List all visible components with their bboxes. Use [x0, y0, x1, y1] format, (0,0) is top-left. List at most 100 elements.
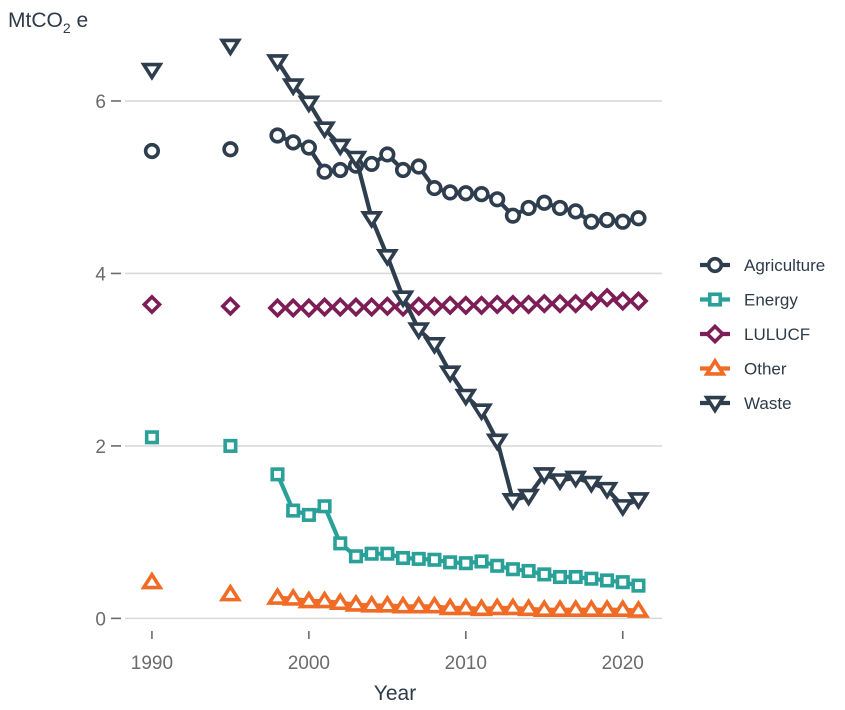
data-point-other — [297, 590, 321, 609]
data-point-lulucf — [283, 297, 304, 319]
data-point-agriculture — [598, 211, 616, 229]
data-point-other — [313, 590, 337, 609]
data-point-agriculture — [536, 194, 553, 211]
data-point-agriculture — [426, 179, 443, 197]
data-point-agriculture — [410, 158, 427, 175]
data-point-waste — [297, 95, 321, 114]
data-point-other — [470, 598, 493, 617]
y-tick-label: 0 — [95, 609, 106, 630]
data-point-agriculture — [143, 142, 161, 160]
data-point-waste — [328, 138, 352, 157]
data-point-waste — [548, 473, 572, 492]
x-axis-title: Year — [374, 682, 416, 705]
series-agriculture — [143, 127, 647, 230]
data-point-other — [485, 597, 509, 616]
data-point-agriculture — [222, 141, 239, 158]
legend-key-marker — [703, 395, 727, 414]
data-point-waste — [375, 249, 399, 268]
data-point-lulucf — [471, 295, 492, 316]
data-point-other — [454, 597, 478, 616]
data-point-lulucf — [220, 296, 241, 317]
data-point-other — [140, 571, 164, 590]
data-point-lulucf — [361, 296, 382, 318]
legend-item-waste: Waste — [700, 394, 792, 414]
data-point-agriculture — [504, 207, 522, 224]
data-point-energy — [474, 554, 489, 569]
data-point-waste — [579, 475, 603, 494]
data-point-other — [564, 598, 588, 617]
data-point-lulucf — [502, 294, 524, 315]
data-point-agriculture — [379, 146, 396, 163]
data-point-other — [438, 597, 462, 616]
data-point-lulucf — [424, 296, 445, 317]
data-point-lulucf — [267, 297, 288, 319]
data-point-lulucf — [628, 290, 649, 312]
data-point-waste — [595, 481, 619, 500]
data-point-waste — [313, 121, 337, 140]
data-point-energy — [317, 499, 332, 514]
series-other — [140, 571, 650, 618]
legend-key-marker — [704, 323, 726, 345]
legend-label: LULUCF — [744, 325, 810, 344]
data-point-agriculture — [332, 161, 349, 179]
legend-label: Other — [744, 360, 787, 379]
gridlines — [125, 100, 662, 620]
data-point-lulucf — [141, 294, 163, 315]
data-point-energy — [600, 573, 615, 588]
data-point-lulucf — [565, 293, 586, 314]
data-point-waste — [422, 336, 446, 356]
y-axis-title-main: MtCO — [8, 9, 63, 32]
data-point-energy — [364, 546, 379, 561]
data-point-energy — [333, 536, 348, 551]
y-axis-ticks: 0 2 4 6 — [95, 92, 121, 630]
data-point-other — [266, 586, 289, 605]
data-point-other — [391, 595, 415, 614]
legend-key-marker — [707, 292, 723, 307]
data-point-waste — [140, 62, 164, 81]
x-tick-label: 2020 — [602, 653, 644, 674]
data-point-lulucf — [534, 293, 555, 314]
data-point-other — [218, 583, 242, 602]
y-tick-label: 2 — [95, 437, 106, 458]
data-point-other — [328, 591, 352, 611]
data-point-other — [281, 587, 305, 606]
data-point-waste — [470, 403, 493, 422]
data-point-energy — [144, 430, 159, 445]
data-point-waste — [218, 38, 242, 57]
data-point-energy — [427, 552, 442, 567]
data-point-energy — [505, 562, 520, 577]
data-point-agriculture — [363, 155, 380, 173]
data-point-agriculture — [583, 213, 600, 230]
data-point-other — [517, 598, 541, 617]
series-waste — [140, 38, 650, 518]
data-point-waste — [360, 211, 384, 230]
data-point-energy — [458, 556, 473, 571]
legend-item-energy: Energy — [700, 291, 798, 310]
data-point-waste — [407, 322, 431, 341]
x-tick-label: 2010 — [445, 653, 487, 674]
data-point-other — [360, 594, 384, 613]
data-point-energy — [301, 507, 316, 522]
data-point-energy — [490, 558, 505, 573]
data-point-agriculture — [300, 139, 317, 156]
data-point-energy — [380, 546, 395, 561]
data-point-agriculture — [614, 213, 631, 230]
data-point-energy — [286, 503, 301, 518]
data-point-agriculture — [520, 199, 537, 217]
legend-item-other: Other — [700, 357, 787, 379]
data-point-other — [501, 597, 525, 616]
data-point-energy — [615, 575, 630, 590]
data-point-agriculture — [285, 134, 302, 151]
data-point-waste — [266, 54, 289, 73]
data-point-other — [626, 599, 650, 618]
data-point-waste — [438, 365, 462, 384]
data-point-lulucf — [455, 295, 476, 316]
data-point-waste — [485, 433, 509, 452]
data-point-lulucf — [330, 296, 351, 318]
data-point-energy — [395, 550, 411, 566]
data-point-lulucf — [298, 297, 320, 319]
data-point-agriculture — [457, 185, 474, 202]
legend-label: Waste — [744, 394, 792, 413]
data-point-lulucf — [581, 290, 602, 312]
legend-key-marker — [703, 357, 727, 376]
